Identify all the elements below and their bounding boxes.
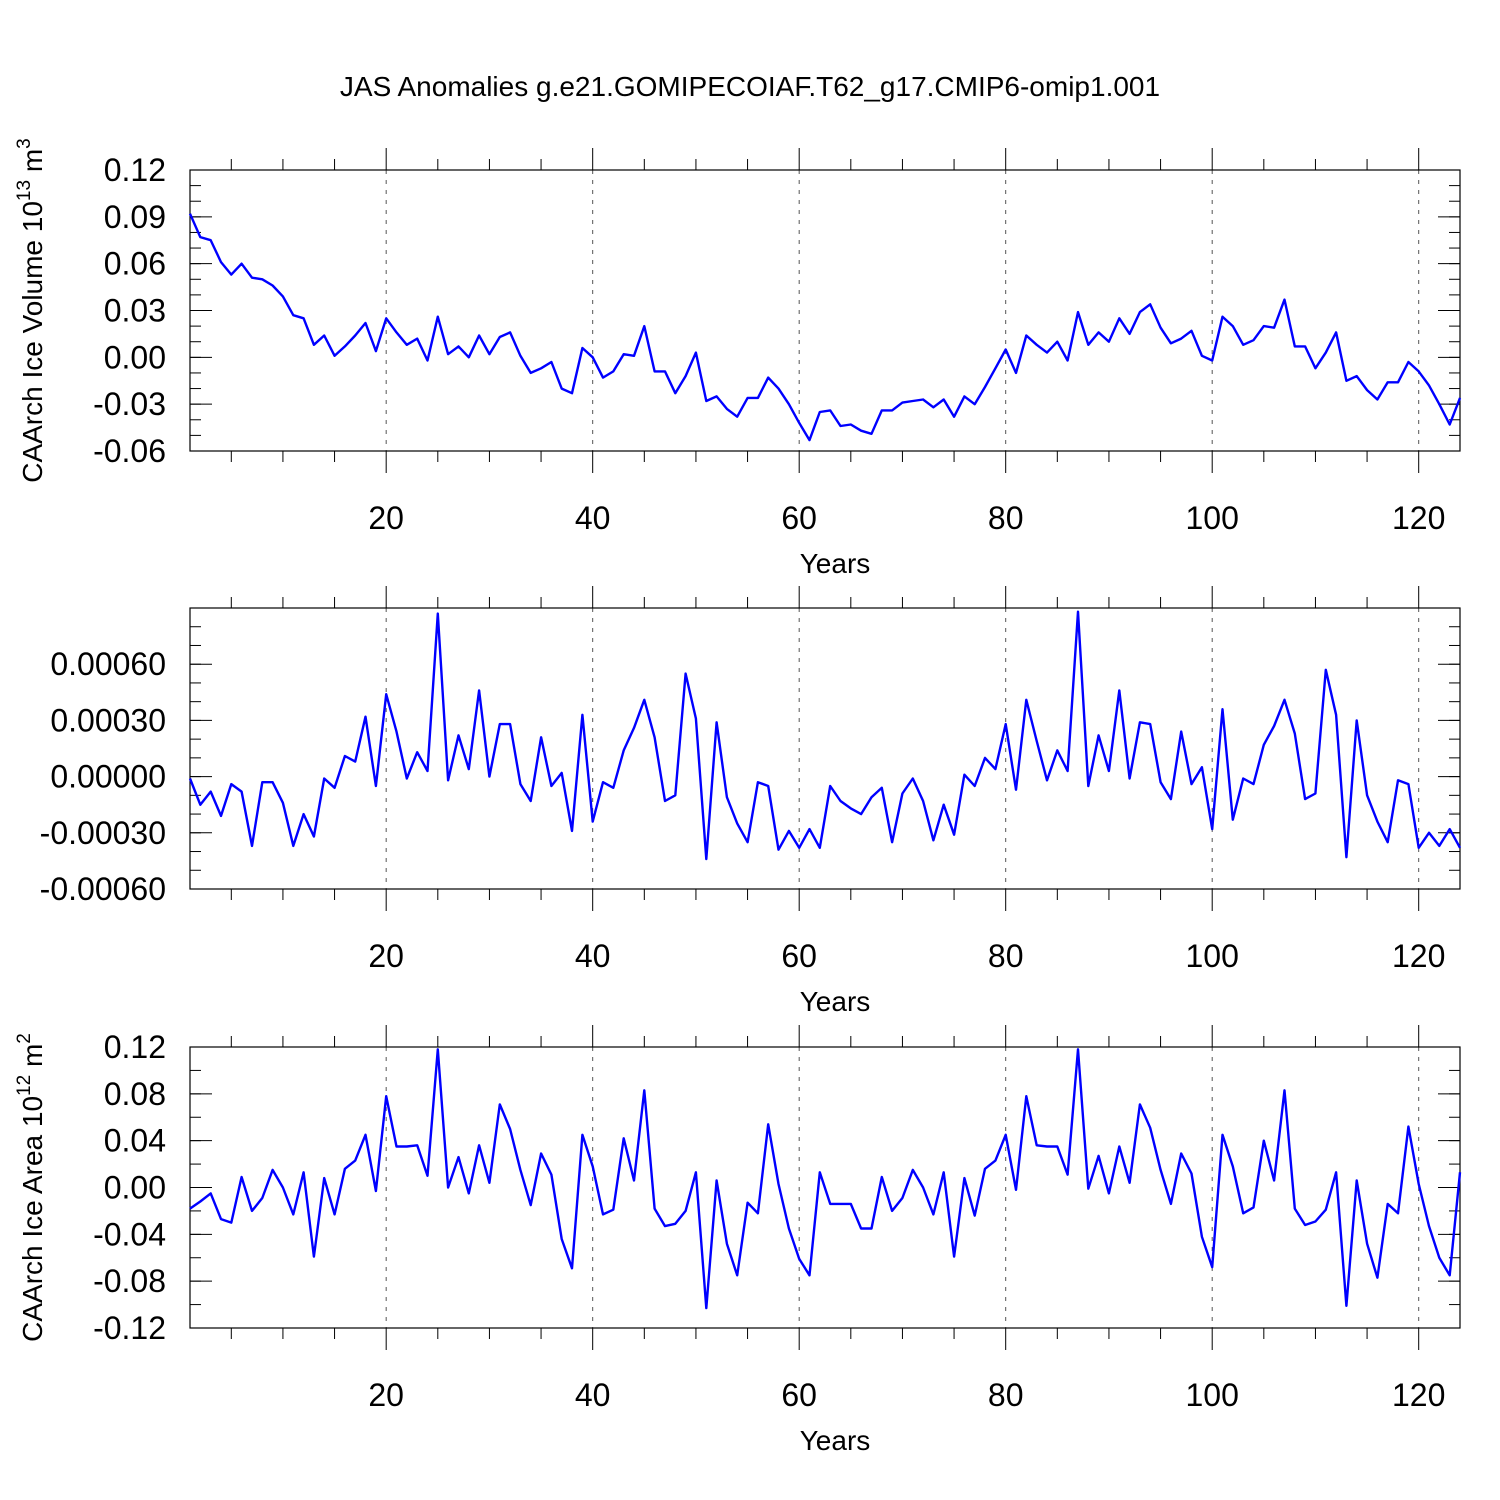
x-tick-label: 40 — [575, 500, 611, 536]
x-tick-label: 20 — [368, 1377, 404, 1413]
plot-frame — [189, 169, 1461, 452]
y-tick-label: 0.09 — [104, 199, 166, 235]
y-tick-label: -0.03 — [93, 386, 166, 422]
x-tick-label: 120 — [1392, 938, 1445, 974]
y-tick-label: 0.00060 — [50, 646, 166, 682]
panel-3: 20 40 60 80 100 120 -0.12 -0.08 -0.04 0.00 0.04 0.0… — [14, 1025, 1462, 1456]
x-tick-label: 20 — [368, 500, 404, 536]
x-axis-title: Years — [800, 1425, 871, 1456]
x-axis-title: Years — [800, 548, 871, 579]
x-tick-label: 100 — [1185, 938, 1238, 974]
y-tick-label: 0.00 — [104, 339, 166, 375]
figure-title: JAS Anomalies g.e21.GOMIPECOIAF.T62_g17.… — [340, 71, 1160, 102]
y-tick-label: -0.04 — [93, 1216, 166, 1252]
panel-1: 20 40 60 80 100 120 -0.06 -0.03 0.00 0.03 0.06 0.09… — [14, 138, 1462, 579]
y-axis-title: CAArch Ice Area 1012 m2 — [14, 1033, 48, 1342]
x-tick-label: 60 — [781, 938, 817, 974]
y-tick-label: 0.08 — [104, 1076, 166, 1112]
y-tick-label: 0.04 — [104, 1123, 166, 1159]
x-axis-title: Years — [800, 986, 871, 1017]
data-series-line — [189, 1048, 1462, 1310]
x-tick-label: 40 — [575, 938, 611, 974]
x-tick-label: 120 — [1392, 1377, 1445, 1413]
x-tick-label: 100 — [1185, 1377, 1238, 1413]
y-tick-label: 0.00030 — [50, 702, 166, 738]
y-axis-title: CAArch Ice Volume 1013 m3 — [14, 138, 48, 483]
y-tick-label: 0.00 — [104, 1170, 166, 1206]
x-tick-label: 80 — [988, 500, 1024, 536]
panel-2: 20 40 60 80 100 120 -0.00060 -0.00030 0.00000 0.0… — [40, 586, 1462, 1017]
y-tick-label: 0.00000 — [50, 759, 166, 795]
y-tick-label: -0.06 — [93, 433, 166, 469]
x-tick-label: 80 — [988, 938, 1024, 974]
x-tick-label: 60 — [781, 500, 817, 536]
x-tick-label: 20 — [368, 938, 404, 974]
y-tick-label: 0.03 — [104, 293, 166, 329]
x-tick-label: 80 — [988, 1377, 1024, 1413]
data-series-line — [188, 213, 1462, 442]
x-tick-label: 60 — [781, 1377, 817, 1413]
panels: 20 40 60 80 100 120 -0.06 -0.03 0.00 0.03 0.06 0.09… — [14, 138, 1462, 1456]
y-tick-label: -0.00060 — [40, 871, 166, 907]
x-tick-label: 40 — [575, 1377, 611, 1413]
y-tick-label: -0.00030 — [40, 815, 166, 851]
y-tick-label: -0.12 — [93, 1310, 166, 1346]
plot-frame — [189, 1046, 1461, 1329]
y-tick-label: 0.12 — [104, 1029, 166, 1065]
y-tick-label: 0.06 — [104, 246, 166, 282]
x-tick-label: 100 — [1185, 500, 1238, 536]
y-tick-label: -0.08 — [93, 1263, 166, 1299]
x-tick-label: 120 — [1392, 500, 1445, 536]
data-series-line — [188, 610, 1462, 861]
y-tick-label: 0.12 — [104, 152, 166, 188]
plot-frame — [189, 607, 1461, 890]
